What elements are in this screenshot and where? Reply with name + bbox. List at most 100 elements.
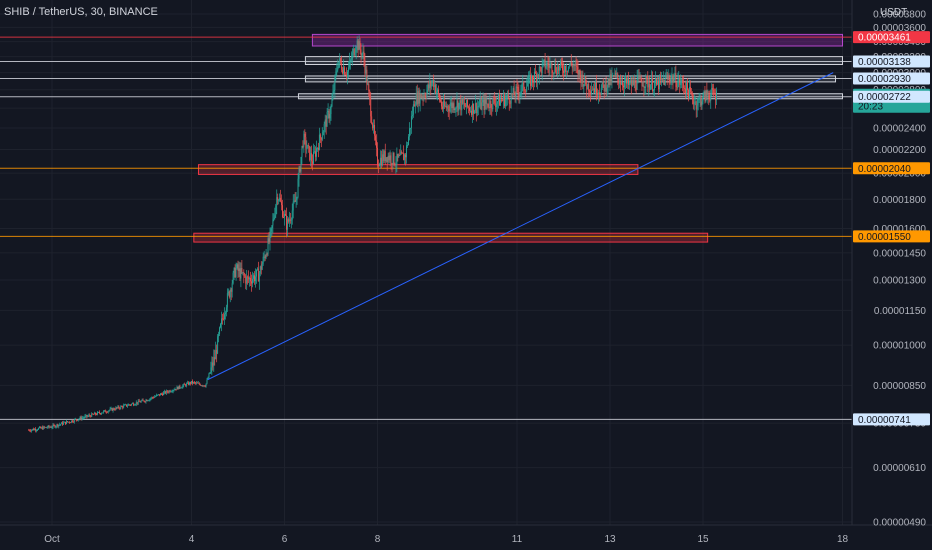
- candle-body: [90, 415, 92, 417]
- candle-body: [220, 324, 222, 328]
- candle-body: [81, 417, 83, 420]
- candle-body: [141, 399, 143, 402]
- candle-body: [137, 400, 139, 404]
- candle-body: [660, 78, 662, 80]
- candle-body: [666, 76, 668, 79]
- candle-body: [661, 78, 663, 81]
- candle-body: [347, 71, 348, 77]
- candle-body: [130, 404, 131, 406]
- candle-body: [339, 58, 341, 62]
- candle-body: [202, 385, 204, 387]
- candle-body: [552, 72, 554, 74]
- candle-body: [426, 90, 428, 97]
- candle-body: [100, 413, 102, 414]
- candle-body: [128, 404, 129, 406]
- candle-body: [701, 101, 703, 106]
- candle-body: [486, 103, 488, 105]
- candle-body: [433, 80, 435, 88]
- candle-body: [41, 427, 43, 430]
- candle-body: [192, 382, 194, 384]
- candle-body: [383, 151, 385, 161]
- candle-body: [358, 41, 360, 51]
- candle-body: [367, 84, 369, 86]
- candle-body: [562, 64, 563, 71]
- candle-body: [161, 393, 162, 395]
- candle-body: [422, 96, 424, 98]
- price-tag-label: 0.00003138: [858, 57, 911, 68]
- candle-body: [411, 114, 413, 117]
- candle-body: [204, 386, 206, 387]
- candle-body: [664, 76, 666, 86]
- price-tag-light: 0.00000741: [853, 413, 930, 426]
- candle-body: [395, 164, 397, 166]
- candle-body: [196, 382, 198, 384]
- time-tick-label: 4: [189, 534, 195, 545]
- candle-body: [67, 421, 68, 423]
- candle-body: [691, 93, 693, 100]
- candle-body: [273, 217, 275, 220]
- candle-body: [494, 98, 496, 104]
- candle-body: [46, 427, 48, 429]
- candle-body: [709, 98, 711, 101]
- candle-body: [56, 424, 58, 427]
- candle-body: [696, 105, 698, 110]
- candle-body: [301, 145, 303, 157]
- currency-label[interactable]: USDT: [880, 7, 907, 18]
- candle-body: [418, 91, 420, 104]
- candle-body: [372, 123, 374, 129]
- candle-body: [388, 155, 390, 161]
- candle-body: [631, 80, 633, 86]
- candle-body: [710, 94, 712, 101]
- zone-resistance-purple: [311, 33, 843, 47]
- candle-body: [312, 161, 314, 164]
- time-axis[interactable]: Oct 4 6 8 11 13 15 18: [44, 534, 848, 545]
- candle-body: [70, 420, 72, 423]
- candle-body: [78, 418, 80, 420]
- candle-body: [302, 145, 304, 147]
- candle-body: [61, 422, 63, 425]
- candle-body: [64, 421, 66, 423]
- candle-body: [38, 426, 40, 429]
- candle-body: [144, 401, 146, 403]
- price-tag-box: [853, 413, 930, 426]
- candle-body: [650, 85, 652, 90]
- candle-body: [322, 131, 324, 136]
- candle-body: [657, 80, 659, 90]
- candle-body: [191, 381, 192, 384]
- candle-body: [635, 88, 637, 90]
- candle-body: [450, 102, 452, 107]
- candle-body: [257, 268, 259, 282]
- candle-body: [306, 148, 308, 150]
- candle-body: [292, 201, 294, 211]
- candle-body: [649, 83, 651, 90]
- candle-body: [617, 73, 619, 79]
- candle-body: [193, 382, 195, 383]
- candle-body: [246, 276, 248, 284]
- candle-body: [672, 75, 674, 83]
- candle-body: [121, 406, 123, 408]
- candle-body: [117, 406, 119, 408]
- candle-body: [359, 41, 361, 50]
- candle-body: [394, 164, 396, 166]
- candle-body: [330, 106, 332, 115]
- candle-body: [223, 314, 225, 320]
- candle-body: [143, 400, 145, 402]
- candle-body: [599, 94, 601, 95]
- time-tick-label: 18: [837, 534, 849, 545]
- candle-body: [269, 231, 271, 242]
- candle-body: [472, 103, 474, 114]
- candle-body: [461, 99, 463, 111]
- candle-body: [449, 106, 451, 112]
- candle-body: [406, 145, 408, 158]
- candle-body: [162, 392, 164, 396]
- candle-body: [448, 109, 450, 112]
- price-tag-box: [853, 72, 930, 85]
- candle-body: [298, 167, 300, 179]
- candle-body: [108, 410, 110, 412]
- candle-body: [609, 74, 611, 85]
- candle-body: [510, 93, 512, 104]
- price-tag-label: 0.00000741: [858, 415, 911, 426]
- candle-body: [360, 49, 362, 56]
- candle-body: [419, 93, 421, 104]
